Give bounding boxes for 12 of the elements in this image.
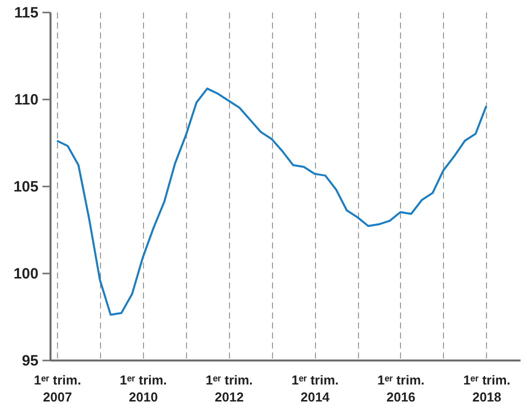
y-tick-label: 105 (13, 178, 38, 196)
y-tick-label: 115 (14, 4, 38, 22)
x-tick-label: 1ᵉʳ trim. 2010 (120, 372, 167, 404)
y-tick-label: 110 (14, 92, 38, 108)
line-series (56, 88, 488, 316)
x-tick-label: 1ᵉʳ trim. 2014 (291, 372, 339, 404)
y-tick-label: 100 (13, 266, 38, 282)
x-tick-label: 1ᵉʳ trim. 2007 (34, 372, 82, 404)
x-tick-label: 1ᵉʳ trim. 2018 (463, 372, 510, 404)
x-tick-label: 1ᵉʳ trim. 2016 (377, 372, 425, 404)
x-tick-label: 1ᵉʳ trim. 2012 (206, 372, 253, 404)
y-tick-label: 95 (22, 352, 38, 370)
